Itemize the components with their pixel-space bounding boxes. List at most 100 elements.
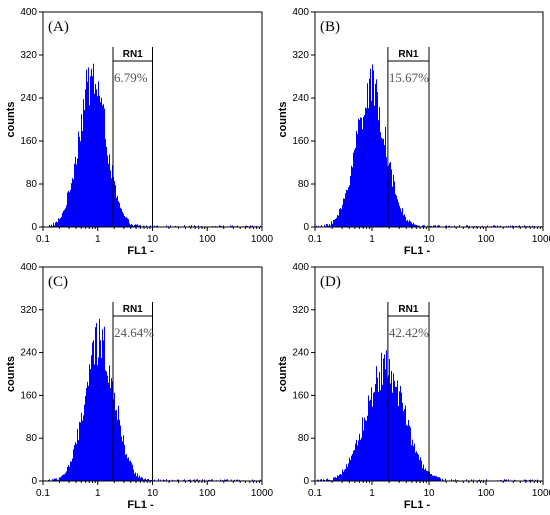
x-tick-label: 1 <box>95 234 101 245</box>
histogram-bar <box>151 479 152 481</box>
x-tick-label: 100 <box>478 234 495 245</box>
x-tick-label: 10 <box>147 488 159 499</box>
histogram-bar <box>336 217 337 227</box>
histogram-bar <box>123 213 124 227</box>
x-tick-label: 10 <box>423 488 435 499</box>
histogram-bar <box>76 164 77 227</box>
histogram-bar <box>330 225 331 227</box>
histogram-bar <box>64 209 65 227</box>
histogram-bar <box>125 217 126 227</box>
y-tick-label: 0 <box>303 476 309 487</box>
x-tick-label: 1 <box>369 234 375 245</box>
histogram-bar <box>391 370 392 481</box>
histogram-bar <box>80 141 81 227</box>
histogram-bar <box>69 466 70 481</box>
y-tick-label: 400 <box>292 7 309 18</box>
histogram-bar <box>109 154 110 227</box>
histogram-bar <box>413 222 414 227</box>
histogram-bar <box>124 444 125 481</box>
histogram-bar <box>140 477 141 481</box>
histogram-bar <box>487 225 488 227</box>
histogram-bar <box>140 225 141 227</box>
histogram-bar <box>524 479 525 481</box>
histogram-bar <box>342 204 343 227</box>
histogram-bar <box>62 212 63 227</box>
histogram-bar <box>95 83 96 228</box>
histogram-bar <box>351 455 352 481</box>
histogram-bar <box>357 133 358 227</box>
histogram-bar <box>184 225 185 227</box>
histogram-bars <box>317 350 538 481</box>
histogram-bar <box>82 130 83 227</box>
histogram-bar <box>407 219 408 227</box>
histogram-bar <box>377 377 378 481</box>
histogram-bar <box>77 158 78 227</box>
histogram-bar <box>231 479 232 481</box>
histogram-bar <box>69 192 70 227</box>
histogram-bar <box>95 327 96 481</box>
y-axis-label: counts <box>5 101 17 137</box>
gate-percent: 6.79% <box>114 70 148 85</box>
x-axis-label: FL1 - <box>404 499 431 511</box>
histogram-bar <box>361 437 362 481</box>
gate-name: RN1 <box>123 49 143 60</box>
histogram-bar <box>357 445 358 481</box>
histogram-bar <box>194 479 195 481</box>
gate-percent: 15.67% <box>389 70 429 85</box>
histogram-bar <box>442 478 443 481</box>
panel-label: (B) <box>320 19 340 35</box>
histogram-bar <box>86 69 87 227</box>
histogram-bar <box>388 165 389 227</box>
histogram-bar <box>116 409 117 481</box>
histogram-bar <box>90 369 91 481</box>
histogram-bar <box>363 116 364 227</box>
histogram-bar <box>79 421 80 481</box>
histogram-bar <box>74 163 75 227</box>
histogram-bar <box>208 479 209 481</box>
histogram-bar <box>146 225 147 227</box>
histogram-bar <box>385 126 386 227</box>
histogram-bar <box>56 478 57 481</box>
histogram-bar <box>406 220 407 227</box>
histogram-bar <box>377 92 378 228</box>
histogram-bar <box>65 472 66 481</box>
histogram-bar <box>432 475 433 481</box>
histogram-bar <box>457 479 458 481</box>
histogram-bar <box>364 417 365 481</box>
histogram-bar <box>532 479 533 481</box>
histogram-bar <box>495 225 496 227</box>
histogram-bar <box>49 479 50 481</box>
histogram-bar <box>525 479 526 481</box>
histogram-bar <box>91 68 92 227</box>
histogram-bar <box>399 205 400 227</box>
histogram-bar <box>74 445 75 481</box>
histogram-bar <box>366 108 367 227</box>
histogram-bar <box>345 468 346 481</box>
histogram-bar <box>421 460 422 481</box>
histogram-bar <box>339 474 340 481</box>
histogram-bar <box>473 479 474 481</box>
histogram-bar <box>341 474 342 481</box>
histogram-bar <box>121 436 122 481</box>
histogram-bar <box>99 318 100 481</box>
histogram-bar <box>351 165 352 227</box>
x-tick-label: 1000 <box>532 234 550 245</box>
histogram-bar <box>396 386 397 481</box>
histogram-bar <box>98 357 99 481</box>
histogram-bar <box>135 472 136 481</box>
histogram-bar <box>360 439 361 481</box>
histogram-bar <box>97 365 98 481</box>
histogram-bar <box>338 476 339 481</box>
histogram-bar <box>178 479 179 481</box>
histogram-bar <box>96 323 97 481</box>
panel-label: (D) <box>320 274 341 290</box>
histogram-bar <box>72 458 73 481</box>
histogram-bar <box>324 224 325 227</box>
histogram-bar <box>393 174 394 227</box>
histogram-bar <box>455 479 456 481</box>
histogram-bar <box>513 225 514 227</box>
histogram-bar <box>392 186 393 227</box>
histogram-bar <box>438 477 439 481</box>
histogram-bar <box>483 479 484 481</box>
histogram-bar <box>411 222 412 227</box>
